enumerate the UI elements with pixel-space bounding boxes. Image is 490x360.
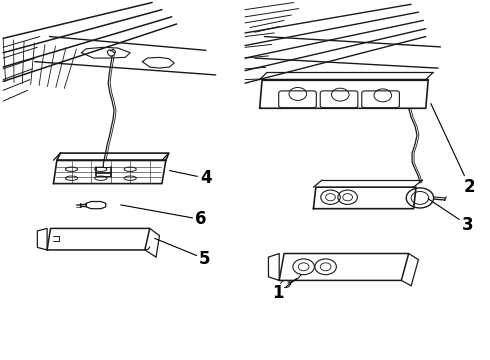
Text: 1: 1	[272, 279, 296, 302]
Text: 2: 2	[431, 104, 476, 196]
Text: 5: 5	[155, 238, 211, 268]
Text: 3: 3	[428, 199, 473, 234]
Text: 4: 4	[170, 169, 212, 187]
Text: 6: 6	[121, 205, 207, 229]
